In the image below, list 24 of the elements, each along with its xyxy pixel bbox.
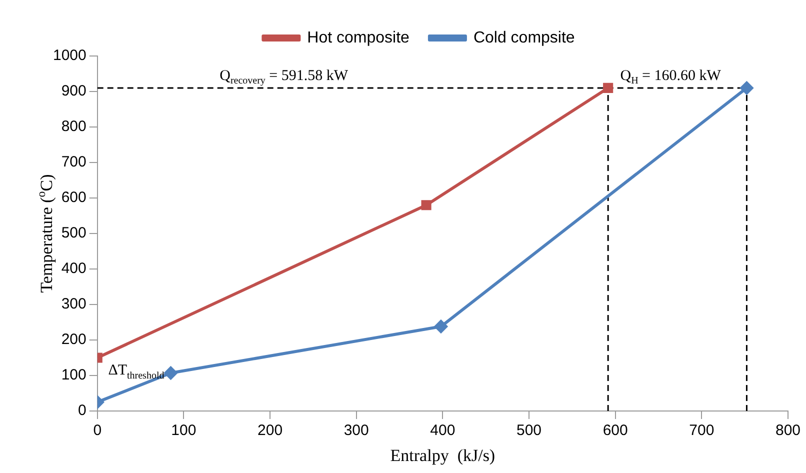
x-tick-label: 200 (258, 422, 283, 440)
y-tick-label: 0 (78, 402, 86, 420)
x-tick-label: 400 (430, 422, 456, 440)
y-tick-label: 400 (61, 260, 86, 278)
x-axis-title: Entralpy (kJ/s) (390, 446, 496, 465)
y-axis-title: Temperature (oC) (34, 174, 56, 293)
x-tick-label: 100 (171, 422, 196, 440)
y-tick-label: 300 (61, 296, 86, 313)
x-tick-label: 800 (775, 422, 801, 440)
legend-label: Cold compsite (473, 29, 575, 46)
y-tick-label: 500 (61, 224, 86, 242)
x-tick-label: 700 (689, 422, 714, 440)
y-tick-label: 600 (61, 189, 86, 206)
y-tick-label: 200 (61, 331, 86, 348)
x-tick-label: 600 (602, 422, 628, 440)
y-tick-label: 1000 (52, 47, 86, 64)
legend-label: Hot composite (307, 29, 410, 46)
x-tick-label: 300 (344, 422, 369, 440)
x-tick-label: 500 (516, 422, 542, 440)
x-tick-label: 0 (93, 422, 102, 440)
y-tick-label: 100 (61, 366, 86, 384)
y-tick-label: 900 (61, 82, 86, 100)
y-tick-label: 700 (61, 154, 86, 171)
y-tick-label: 800 (61, 118, 86, 136)
